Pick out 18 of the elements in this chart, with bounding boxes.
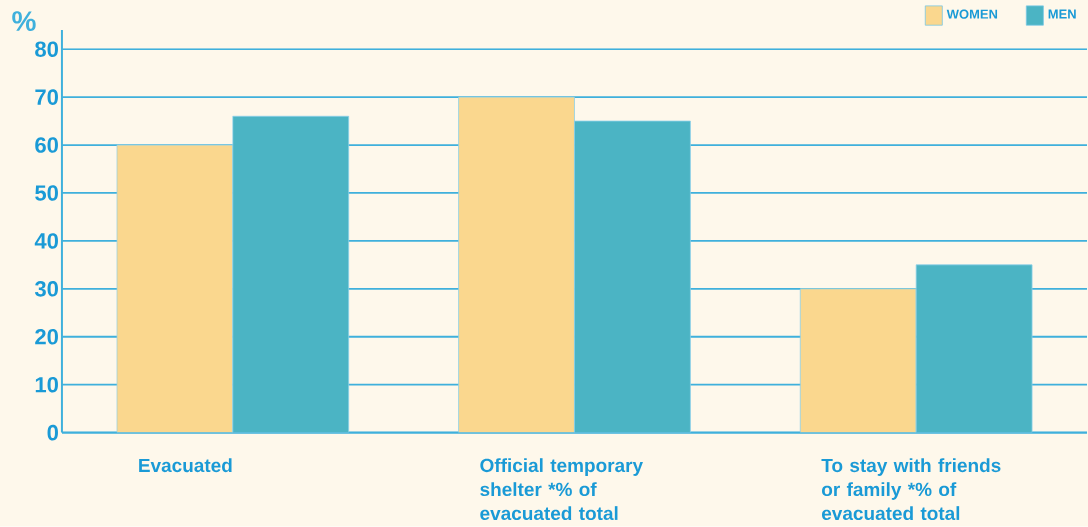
- y-tick-label: 60: [35, 137, 58, 153]
- y-tick-label: 40: [34, 233, 58, 249]
- y-tick-label: 70: [35, 89, 58, 106]
- bar: [915, 264, 1033, 433]
- bar: [574, 120, 691, 433]
- x-tick-label: Evacuated: [139, 458, 232, 473]
- y-tick-label: 10: [35, 377, 58, 393]
- y-tick-label: 50: [35, 185, 58, 201]
- y-tick-label: 80: [35, 41, 58, 58]
- y-tick-label: 20: [35, 329, 58, 345]
- x-tick-label: To stay with friends or family *% of evacuated total: [821, 458, 1001, 521]
- x-tick-label: Official temporary shelter *% of evacuated total: [480, 458, 643, 521]
- legend-label: WOMEN: [946, 9, 998, 19]
- y-axis-title: %: [12, 11, 36, 32]
- bar: [232, 116, 350, 433]
- legend-label: MEN: [1048, 9, 1076, 19]
- y-tick-label: 0: [47, 424, 58, 441]
- y-tick-label: 30: [34, 281, 58, 297]
